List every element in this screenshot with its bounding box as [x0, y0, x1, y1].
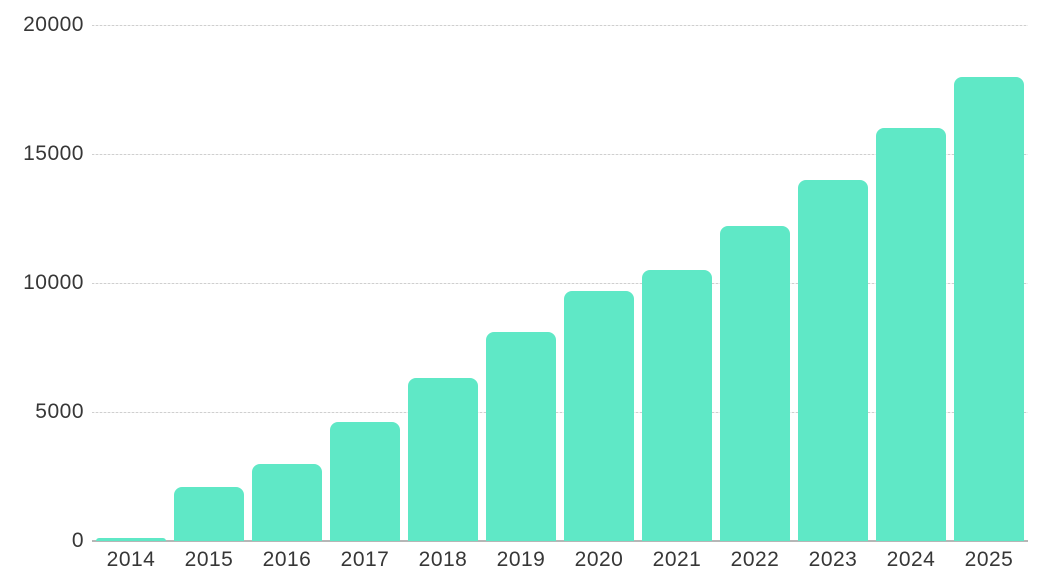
y-tick-label: 20000 [23, 13, 84, 36]
x-axis-baseline [92, 540, 1028, 542]
gridline [92, 283, 1028, 284]
x-tick-label: 2016 [262, 548, 312, 571]
y-tick-label: 0 [71, 529, 84, 552]
x-tick-label: 2022 [730, 548, 780, 571]
gridline [92, 412, 1028, 413]
bar [252, 464, 322, 541]
x-tick-label: 2014 [106, 548, 156, 571]
x-tick-label: 2025 [964, 548, 1014, 571]
x-tick-label: 2021 [652, 548, 702, 571]
bar [174, 487, 244, 541]
y-tick-label: 10000 [23, 271, 84, 294]
y-tick-label: 5000 [35, 400, 84, 423]
gridline [92, 25, 1028, 26]
x-tick-label: 2023 [808, 548, 858, 571]
x-tick-label: 2019 [496, 548, 546, 571]
bar [564, 291, 634, 541]
bar [642, 270, 712, 541]
bar [408, 378, 478, 541]
bar [486, 332, 556, 541]
x-tick-label: 2020 [574, 548, 624, 571]
bar [96, 538, 166, 541]
gridline [92, 154, 1028, 155]
bar [954, 77, 1024, 541]
bar [798, 180, 868, 541]
x-tick-label: 2017 [340, 548, 390, 571]
y-tick-label: 15000 [23, 142, 84, 165]
x-tick-label: 2018 [418, 548, 468, 571]
bar [876, 128, 946, 541]
x-tick-label: 2015 [184, 548, 234, 571]
x-tick-label: 2024 [886, 548, 936, 571]
bar [720, 226, 790, 541]
bar [330, 422, 400, 541]
